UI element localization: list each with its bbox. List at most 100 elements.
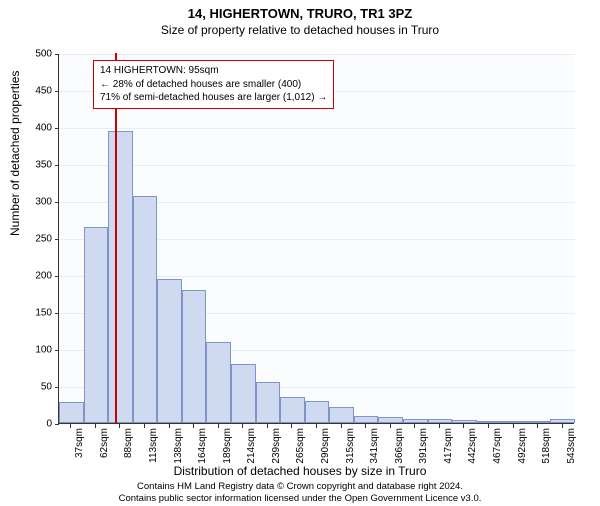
xtick-mark xyxy=(390,424,391,428)
ytick-label: 500 xyxy=(22,49,52,60)
ytick-label: 400 xyxy=(22,123,52,134)
xtick-label: 138sqm xyxy=(173,428,184,464)
xtick-mark xyxy=(513,424,514,428)
histogram-bar xyxy=(477,421,502,423)
xtick-mark xyxy=(488,424,489,428)
property-marker-line xyxy=(115,53,117,423)
plot-region xyxy=(58,54,574,424)
legend-line-2: ← 28% of detached houses are smaller (40… xyxy=(100,78,327,92)
gridline xyxy=(59,54,575,55)
xtick-label: 391sqm xyxy=(418,428,429,464)
ytick-mark xyxy=(55,276,59,277)
xtick-mark xyxy=(316,424,317,428)
histogram-bar xyxy=(157,279,182,423)
ytick-label: 350 xyxy=(22,160,52,171)
histogram-bar xyxy=(305,401,330,423)
xtick-mark xyxy=(144,424,145,428)
histogram-bar xyxy=(354,416,379,423)
ytick-label: 50 xyxy=(22,382,52,393)
xtick-label: 290sqm xyxy=(320,428,331,464)
ytick-label: 0 xyxy=(22,419,52,430)
xtick-label: 189sqm xyxy=(222,428,233,464)
histogram-bar xyxy=(428,419,453,423)
xtick-label: 341sqm xyxy=(369,428,380,464)
xtick-mark xyxy=(537,424,538,428)
chart-title: 14, HIGHERTOWN, TRURO, TR1 3PZ xyxy=(0,6,600,21)
xtick-label: 366sqm xyxy=(394,428,405,464)
xtick-mark xyxy=(193,424,194,428)
x-axis-label: Distribution of detached houses by size … xyxy=(0,464,600,478)
chart-area: 14 HIGHERTOWN: 95sqm ← 28% of detached h… xyxy=(58,54,574,424)
ytick-mark xyxy=(55,165,59,166)
xtick-label: 417sqm xyxy=(443,428,454,464)
xtick-label: 214sqm xyxy=(246,428,257,464)
xtick-label: 62sqm xyxy=(99,428,110,458)
y-axis-label: Number of detached properties xyxy=(8,71,22,236)
ytick-label: 150 xyxy=(22,308,52,319)
xtick-mark xyxy=(463,424,464,428)
xtick-label: 265sqm xyxy=(295,428,306,464)
xtick-label: 239sqm xyxy=(271,428,282,464)
ytick-mark xyxy=(55,387,59,388)
histogram-bar xyxy=(550,419,575,423)
histogram-bar xyxy=(526,421,551,423)
xtick-mark xyxy=(291,424,292,428)
ytick-mark xyxy=(55,350,59,351)
ytick-mark xyxy=(55,313,59,314)
ytick-mark xyxy=(55,202,59,203)
histogram-bar xyxy=(133,196,158,423)
histogram-bar xyxy=(378,417,403,423)
legend-box: 14 HIGHERTOWN: 95sqm ← 28% of detached h… xyxy=(93,60,334,109)
histogram-bar xyxy=(329,407,354,423)
xtick-label: 315sqm xyxy=(345,428,356,464)
gridline xyxy=(59,165,575,166)
ytick-mark xyxy=(55,239,59,240)
xtick-mark xyxy=(70,424,71,428)
ytick-mark xyxy=(55,91,59,92)
chart-subtitle: Size of property relative to detached ho… xyxy=(0,23,600,37)
ytick-label: 200 xyxy=(22,271,52,282)
ytick-label: 100 xyxy=(22,345,52,356)
xtick-mark xyxy=(341,424,342,428)
xtick-mark xyxy=(562,424,563,428)
xtick-label: 467sqm xyxy=(492,428,503,464)
histogram-bar xyxy=(182,290,207,423)
histogram-bar xyxy=(280,397,305,423)
footer-line-2: Contains public sector information licen… xyxy=(0,493,600,504)
footer-credits: Contains HM Land Registry data © Crown c… xyxy=(0,481,600,504)
histogram-bar xyxy=(501,421,526,423)
xtick-label: 37sqm xyxy=(74,428,85,458)
xtick-label: 543sqm xyxy=(566,428,577,464)
xtick-mark xyxy=(242,424,243,428)
legend-line-3: 71% of semi-detached houses are larger (… xyxy=(100,91,327,105)
ytick-mark xyxy=(55,424,59,425)
xtick-label: 88sqm xyxy=(123,428,134,458)
legend-line-1: 14 HIGHERTOWN: 95sqm xyxy=(100,64,327,78)
xtick-label: 164sqm xyxy=(197,428,208,464)
xtick-mark xyxy=(169,424,170,428)
histogram-bar xyxy=(59,402,84,423)
xtick-mark xyxy=(439,424,440,428)
histogram-bar xyxy=(452,420,477,423)
footer-line-1: Contains HM Land Registry data © Crown c… xyxy=(0,481,600,492)
xtick-mark xyxy=(95,424,96,428)
histogram-bar xyxy=(403,419,428,423)
ytick-label: 250 xyxy=(22,234,52,245)
xtick-mark xyxy=(267,424,268,428)
histogram-bar xyxy=(256,382,281,423)
xtick-mark xyxy=(218,424,219,428)
xtick-mark xyxy=(414,424,415,428)
xtick-mark xyxy=(119,424,120,428)
histogram-bar xyxy=(108,131,133,423)
histogram-bar xyxy=(206,342,231,423)
xtick-label: 113sqm xyxy=(148,428,159,463)
xtick-label: 442sqm xyxy=(467,428,478,464)
ytick-label: 450 xyxy=(22,86,52,97)
histogram-bar xyxy=(84,227,109,423)
xtick-label: 518sqm xyxy=(541,428,552,464)
ytick-mark xyxy=(55,54,59,55)
ytick-mark xyxy=(55,128,59,129)
gridline xyxy=(59,128,575,129)
xtick-label: 492sqm xyxy=(517,428,528,464)
histogram-bar xyxy=(231,364,256,423)
